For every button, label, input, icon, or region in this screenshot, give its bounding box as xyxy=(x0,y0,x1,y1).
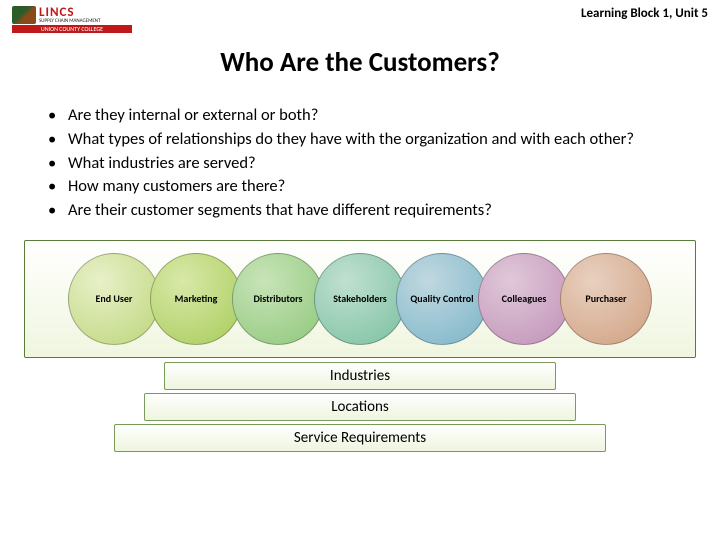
bar-locations: Locations xyxy=(144,393,576,421)
bullet-item: Are their customer segments that have di… xyxy=(48,200,686,222)
bullet-item: What types of relationships do they have… xyxy=(48,129,686,151)
circle-label: Stakeholders xyxy=(333,292,387,305)
circle-colleagues: Colleagues xyxy=(478,253,570,345)
circle-marketing: Marketing xyxy=(150,253,242,345)
bar-service-requirements: Service Requirements xyxy=(114,424,606,452)
bar-industries: Industries xyxy=(164,362,556,390)
bullet-item: How many customers are there? xyxy=(48,176,686,198)
bars-container: Industries Locations Service Requirement… xyxy=(24,362,696,452)
circle-label: Colleagues xyxy=(502,292,547,305)
logo: LINCS SUPPLY CHAIN MANAGEMENT UNION COUN… xyxy=(12,6,132,40)
bullet-list: Are they internal or external or both? W… xyxy=(48,105,686,222)
bullet-item: Are they internal or external or both? xyxy=(48,105,686,127)
logo-sub-text: SUPPLY CHAIN MANAGEMENT xyxy=(39,19,100,24)
circle-purchaser: Purchaser xyxy=(560,253,652,345)
circle-end-user: End User xyxy=(68,253,160,345)
circle-distributors: Distributors xyxy=(232,253,324,345)
circle-label: Marketing xyxy=(175,292,218,305)
logo-icon xyxy=(12,6,36,24)
circle-quality-control: Quality Control xyxy=(396,253,488,345)
circle-label: End User xyxy=(96,292,133,305)
circle-stakeholders: Stakeholders xyxy=(314,253,406,345)
logo-bar-text: UNION COUNTY COLLEGE xyxy=(12,25,132,33)
circle-label: Purchaser xyxy=(585,292,626,305)
circle-label: Distributors xyxy=(253,292,302,305)
page-title: Who Are the Customers? xyxy=(0,46,720,79)
circle-label: Quality Control xyxy=(410,292,473,305)
header: LINCS SUPPLY CHAIN MANAGEMENT UNION COUN… xyxy=(0,0,720,40)
breadcrumb: Learning Block 1, Unit 5 xyxy=(581,6,708,21)
circles-row: End User Marketing Distributors Stakehol… xyxy=(25,253,695,345)
diagram: End User Marketing Distributors Stakehol… xyxy=(24,240,696,452)
circles-container: End User Marketing Distributors Stakehol… xyxy=(24,240,696,358)
bullet-item: What industries are served? xyxy=(48,153,686,175)
